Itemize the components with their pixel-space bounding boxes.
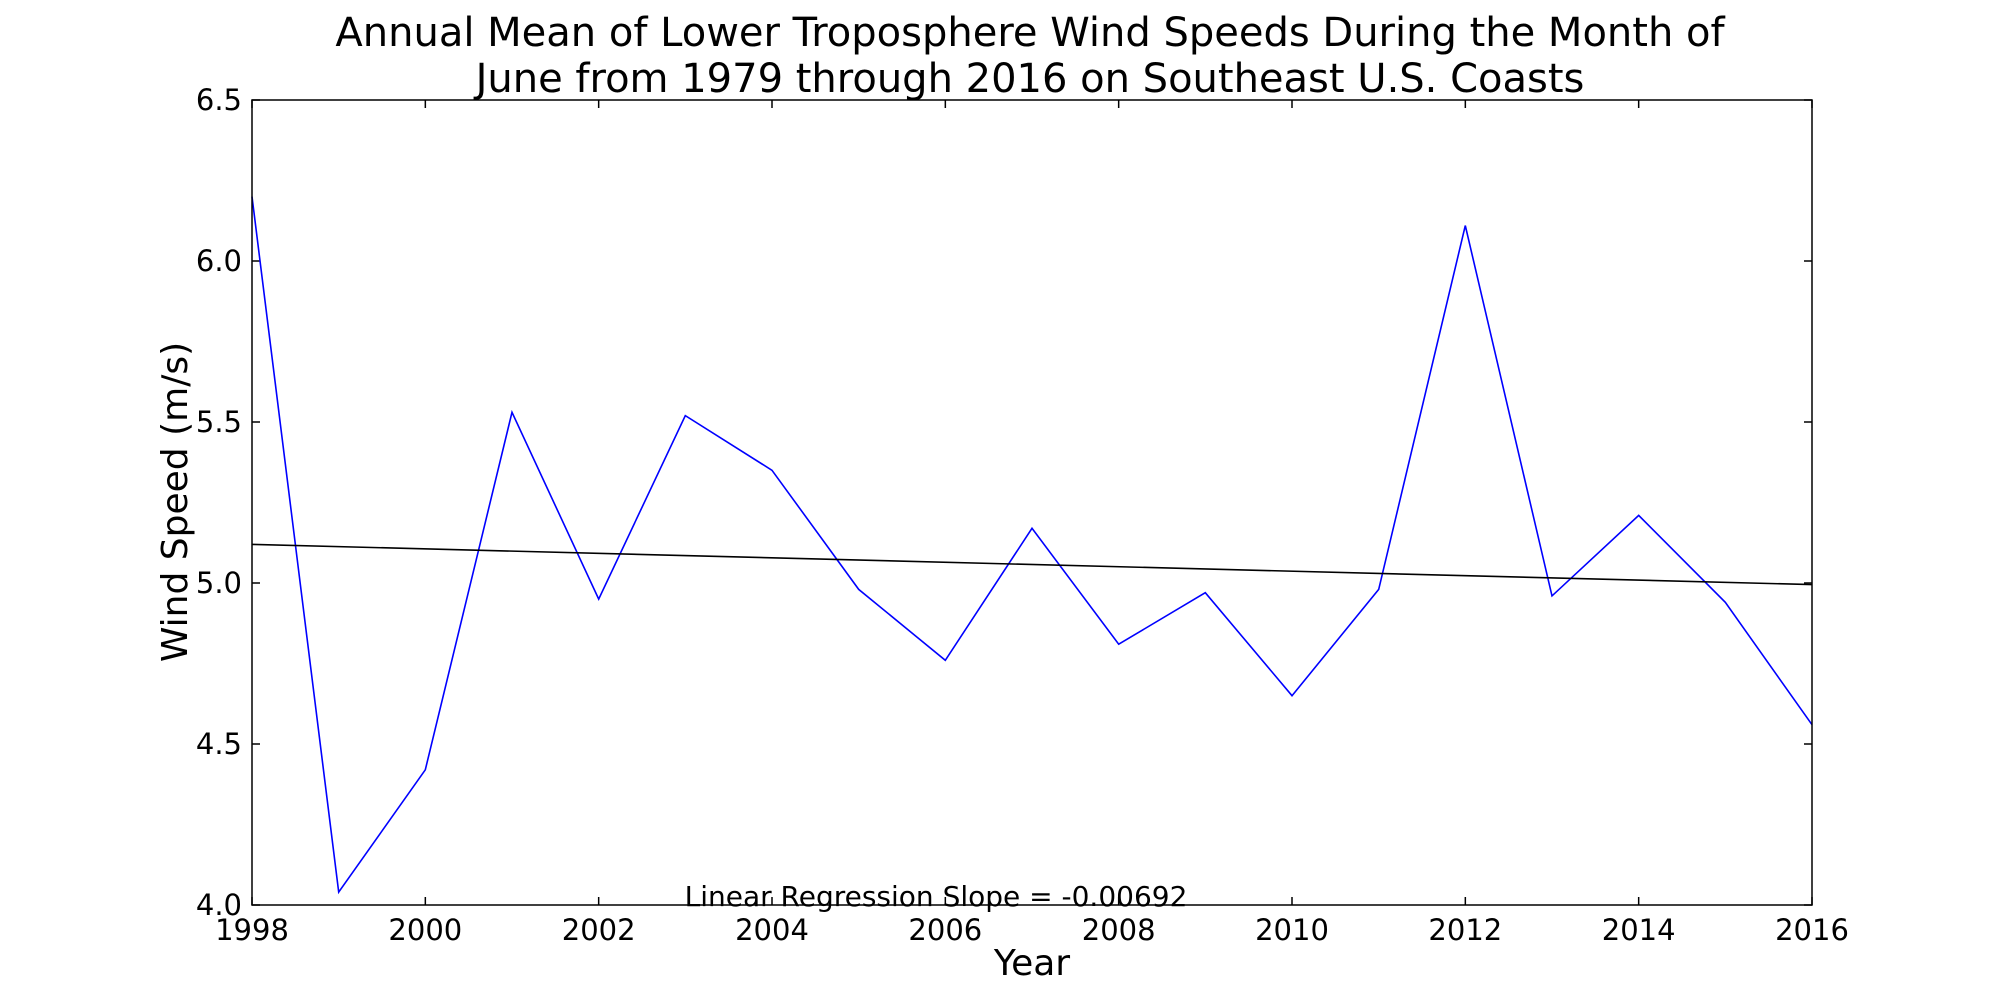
chart-title-line-1: Annual Mean of Lower Troposphere Wind Sp…: [335, 10, 1725, 56]
x-tick-label: 2006: [908, 913, 982, 947]
annotation-regression-slope: Linear Regression Slope = -0.00692: [685, 880, 1188, 913]
y-tick-label: 4.0: [196, 888, 242, 922]
regression-line: [251, 543, 1813, 586]
x-tick-label: 2008: [1082, 913, 1156, 947]
x-tick-label: 1998: [215, 913, 289, 947]
x-tick-label: 2016: [1775, 913, 1849, 947]
chart-title-line-2: June from 1979 through 2016 on Southeast…: [473, 56, 1585, 102]
y-tick-label: 4.5: [196, 727, 242, 761]
x-axis-label: Year: [993, 943, 1070, 984]
wind-speed-line: [251, 196, 1813, 895]
series-lines: [251, 196, 1813, 895]
plot-frame: [251, 99, 1813, 906]
y-tick-label: 6.0: [196, 244, 242, 278]
x-tick-label: 2014: [1602, 913, 1676, 947]
x-tick-label: 2010: [1255, 913, 1329, 947]
y-tick-label: 5.5: [196, 405, 242, 439]
y-tick-label: 5.0: [196, 566, 242, 600]
x-tick-label: 2000: [388, 913, 462, 947]
y-axis-label: Wind Speed (m/s): [155, 342, 196, 662]
y-tick-label: 6.5: [196, 83, 242, 117]
axis-ticks: [251, 99, 1813, 906]
x-tick-label: 2012: [1428, 913, 1502, 947]
x-tick-label: 2004: [735, 913, 809, 947]
tick-labels: 1998 2000 2002 2004 2006 2008 2010 2012 2014 2016…: [196, 83, 1849, 947]
x-tick-label: 2002: [562, 913, 636, 947]
